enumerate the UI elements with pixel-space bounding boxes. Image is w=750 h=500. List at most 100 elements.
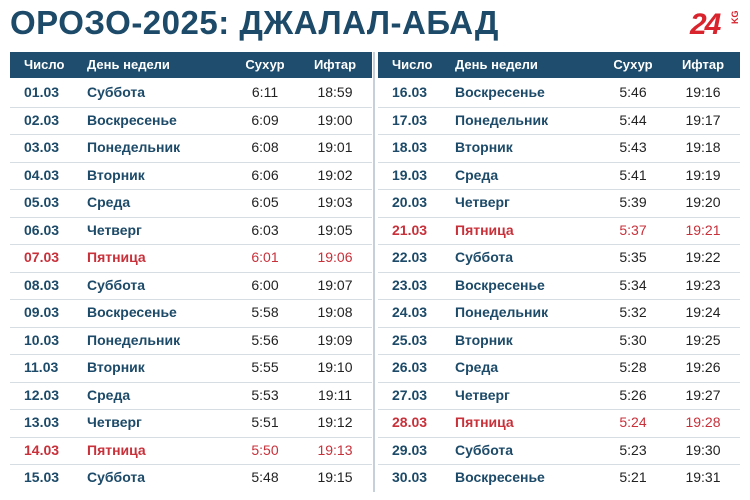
day-name: Суббота: [455, 249, 514, 265]
column-header: Число: [24, 57, 65, 72]
suhur-time: 5:51: [251, 414, 279, 430]
column-header: День недели: [87, 57, 170, 72]
day-name: Воскресенье: [87, 304, 177, 320]
row-separator: [378, 271, 740, 273]
day-name: Четверг: [455, 194, 510, 210]
suhur-time: 5:32: [619, 304, 647, 320]
row-separator: [10, 464, 372, 465]
date: 28.03: [392, 414, 428, 430]
column-header: Сухур: [613, 57, 653, 72]
date: 16.03: [392, 84, 428, 100]
row-separator: [378, 326, 740, 328]
date: 26.03: [392, 359, 428, 375]
date: 15.03: [24, 469, 60, 485]
day-name: Пятница: [87, 249, 146, 265]
row-separator: [10, 299, 372, 300]
row-separator: [378, 354, 740, 355]
suhur-time: 6:03: [251, 221, 279, 238]
row-separator: [378, 464, 740, 465]
row-separator: [378, 244, 740, 245]
day-name: Воскресенье: [455, 84, 545, 100]
date: 01.03: [24, 84, 60, 100]
day-name: Пятница: [455, 414, 514, 430]
day-name: Воскресенье: [455, 276, 545, 293]
suhur-time: 6:01: [251, 249, 279, 265]
iftar-time: 19:11: [318, 386, 352, 403]
day-name: Понедельник: [455, 111, 549, 128]
day-name: Понедельник: [455, 304, 549, 320]
suhur-time: 5:44: [619, 111, 647, 128]
row-separator: [378, 216, 740, 218]
iftar-time: 19:07: [317, 276, 353, 293]
day-name: Вторник: [455, 331, 513, 348]
suhur-time: 5:24: [619, 414, 647, 430]
day-name: Среда: [455, 166, 499, 183]
iftar-time: 19:05: [317, 221, 353, 238]
iftar-time: 19:09: [317, 331, 353, 348]
suhur-time: 5:50: [251, 441, 279, 458]
day-name: Суббота: [87, 276, 146, 293]
suhur-time: 5:26: [619, 386, 647, 403]
date: 13.03: [24, 414, 60, 430]
row-separator: [10, 244, 372, 245]
suhur-time: 5:28: [619, 359, 647, 375]
iftar-time: 19:23: [685, 276, 721, 293]
date: 29.03: [392, 441, 428, 458]
iftar-time: 19:15: [317, 469, 353, 485]
suhur-time: 5:53: [251, 386, 279, 403]
iftar-time: 19:24: [685, 304, 721, 320]
row-separator: [378, 299, 740, 300]
day-name: Среда: [87, 194, 131, 210]
day-name: Вторник: [87, 359, 145, 375]
date: 20.03: [392, 194, 428, 210]
row-separator: [10, 134, 372, 135]
table: Число День недели Сухур Ифтар 16.03 Воскресен…: [378, 52, 740, 492]
suhur-time: 5:58: [251, 304, 279, 320]
suhur-time: 5:37: [619, 221, 647, 238]
column-header: Ифтар: [313, 57, 357, 72]
row-separator: [378, 436, 740, 438]
day-name: Суббота: [87, 84, 146, 100]
date: 10.03: [24, 331, 60, 348]
day-name: Четверг: [455, 386, 510, 403]
iftar-time: 19:08: [317, 304, 353, 320]
date: 06.03: [24, 221, 60, 238]
suhur-time: 6:00: [251, 276, 279, 293]
day-name: Четверг: [87, 221, 142, 238]
iftar-time: 19:03: [317, 194, 353, 210]
logo-main: 24: [690, 8, 721, 41]
suhur-time: 5:41: [619, 166, 647, 183]
logo: 24 KG: [690, 8, 740, 44]
iftar-time: 19:21: [685, 221, 721, 238]
iftar-time: 19:18: [685, 139, 721, 155]
date: 14.03: [24, 441, 60, 458]
date: 08.03: [24, 276, 60, 293]
iftar-time: 19:26: [685, 359, 721, 375]
row-separator: [378, 161, 740, 163]
iftar-time: 19:25: [685, 331, 721, 348]
date: 22.03: [392, 249, 428, 265]
date: 30.03: [392, 469, 428, 485]
table: Число День недели Сухур Ифтар 01.03 Суббота 6:…: [10, 52, 372, 492]
suhur-time: 5:39: [619, 194, 647, 210]
day-name: Пятница: [455, 221, 514, 238]
iftar-time: 18:59: [317, 84, 353, 100]
day-name: Вторник: [455, 139, 513, 155]
iftar-time: 19:27: [685, 386, 721, 403]
date: 19.03: [392, 166, 428, 183]
iftar-time: 19:28: [685, 414, 721, 430]
suhur-time: 6:08: [251, 139, 279, 155]
suhur-time: 5:21: [619, 469, 647, 485]
day-name: Понедельник: [87, 139, 181, 155]
suhur-time: 6:11: [251, 84, 279, 100]
suhur-time: 5:55: [251, 359, 279, 375]
date: 05.03: [24, 194, 60, 210]
table-header: Число День недели Сухур Ифтар: [10, 52, 372, 78]
date: 11.03: [24, 359, 59, 375]
iftar-time: 19:31: [685, 469, 721, 485]
logo-sub: KG: [730, 10, 740, 25]
date: 04.03: [24, 166, 60, 183]
date: 12.03: [24, 386, 60, 403]
day-name: Воскресенье: [455, 469, 545, 485]
